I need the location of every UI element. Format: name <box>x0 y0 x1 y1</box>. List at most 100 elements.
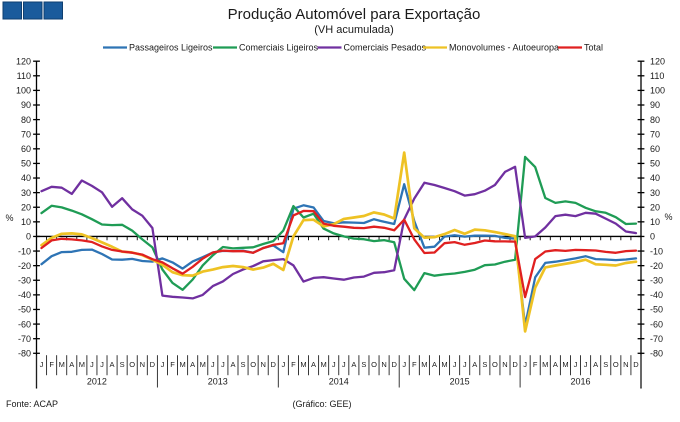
svg-text:J: J <box>221 360 225 369</box>
svg-text:J: J <box>453 360 457 369</box>
svg-text:N: N <box>381 360 386 369</box>
svg-text:J: J <box>463 360 467 369</box>
svg-text:M: M <box>200 360 206 369</box>
svg-text:M: M <box>542 360 548 369</box>
svg-text:-80: -80 <box>650 348 663 358</box>
svg-text:J: J <box>332 360 336 369</box>
svg-text:J: J <box>100 360 104 369</box>
svg-text:A: A <box>230 360 235 369</box>
svg-text:2013: 2013 <box>208 377 228 387</box>
svg-text:70: 70 <box>650 129 660 139</box>
svg-text:2012: 2012 <box>87 377 107 387</box>
svg-text:0: 0 <box>650 232 655 242</box>
svg-text:M: M <box>179 360 185 369</box>
svg-text:2016: 2016 <box>570 377 590 387</box>
svg-text:F: F <box>170 360 175 369</box>
svg-text:2014: 2014 <box>329 377 349 387</box>
svg-text:D: D <box>271 360 277 369</box>
svg-text:60: 60 <box>21 144 31 154</box>
svg-text:S: S <box>482 360 487 369</box>
svg-text:A: A <box>110 360 115 369</box>
svg-text:120: 120 <box>16 56 31 66</box>
svg-text:F: F <box>49 360 54 369</box>
svg-text:120: 120 <box>650 56 665 66</box>
svg-text:Passageiros Ligeiros: Passageiros Ligeiros <box>129 43 213 53</box>
svg-text:80: 80 <box>650 115 660 125</box>
svg-text:F: F <box>291 360 296 369</box>
svg-text:N: N <box>502 360 507 369</box>
svg-text:J: J <box>90 360 94 369</box>
svg-text:S: S <box>603 360 608 369</box>
svg-text:20: 20 <box>21 202 31 212</box>
svg-text:S: S <box>120 360 125 369</box>
svg-text:J: J <box>402 360 406 369</box>
svg-text:-40: -40 <box>18 290 31 300</box>
svg-text:O: O <box>371 360 377 369</box>
svg-text:100: 100 <box>16 86 31 96</box>
svg-text:J: J <box>281 360 285 369</box>
svg-text:A: A <box>432 360 437 369</box>
svg-text:10: 10 <box>21 217 31 227</box>
svg-text:M: M <box>300 360 306 369</box>
svg-text:-60: -60 <box>650 319 663 329</box>
svg-text:%: % <box>6 213 14 223</box>
svg-text:S: S <box>241 360 246 369</box>
svg-text:-50: -50 <box>18 305 31 315</box>
svg-text:90: 90 <box>21 100 31 110</box>
svg-text:(Gráfico: GEE): (Gráfico: GEE) <box>292 399 351 409</box>
svg-text:80: 80 <box>21 115 31 125</box>
svg-text:Comerciais Ligeiros: Comerciais Ligeiros <box>239 43 319 53</box>
svg-text:J: J <box>211 360 215 369</box>
svg-text:A: A <box>553 360 558 369</box>
svg-text:(VH acumulada): (VH acumulada) <box>314 24 393 36</box>
svg-text:N: N <box>623 360 628 369</box>
svg-text:10: 10 <box>650 217 660 227</box>
svg-text:30: 30 <box>650 188 660 198</box>
svg-text:-50: -50 <box>650 305 663 315</box>
svg-text:-20: -20 <box>650 261 663 271</box>
svg-text:M: M <box>562 360 568 369</box>
svg-text:M: M <box>441 360 447 369</box>
svg-text:100: 100 <box>650 86 665 96</box>
svg-text:-30: -30 <box>18 275 31 285</box>
svg-text:M: M <box>421 360 427 369</box>
svg-text:-70: -70 <box>18 334 31 344</box>
svg-text:-10: -10 <box>18 246 31 256</box>
svg-text:70: 70 <box>21 129 31 139</box>
svg-text:S: S <box>361 360 366 369</box>
svg-text:J: J <box>161 360 165 369</box>
svg-text:0: 0 <box>26 232 31 242</box>
svg-text:J: J <box>574 360 578 369</box>
svg-text:110: 110 <box>17 71 31 81</box>
svg-text:20: 20 <box>650 202 660 212</box>
svg-text:D: D <box>633 360 639 369</box>
svg-text:50: 50 <box>650 159 660 169</box>
svg-text:A: A <box>190 360 195 369</box>
svg-text:M: M <box>59 360 65 369</box>
svg-text:Comerciais Pesados: Comerciais Pesados <box>344 43 427 53</box>
svg-text:J: J <box>523 360 527 369</box>
svg-text:Fonte: ACAP: Fonte: ACAP <box>6 399 58 409</box>
svg-text:Monovolumes - Autoeuropa: Monovolumes - Autoeuropa <box>449 43 559 53</box>
svg-text:D: D <box>391 360 397 369</box>
svg-text:2015: 2015 <box>450 377 470 387</box>
svg-text:-30: -30 <box>650 275 663 285</box>
svg-text:Total: Total <box>584 43 603 53</box>
svg-text:30: 30 <box>21 188 31 198</box>
svg-text:-20: -20 <box>18 261 31 271</box>
svg-text:60: 60 <box>650 144 660 154</box>
svg-text:%: % <box>665 212 673 222</box>
svg-text:40: 40 <box>650 173 660 183</box>
svg-text:J: J <box>584 360 588 369</box>
svg-text:N: N <box>260 360 265 369</box>
svg-text:40: 40 <box>21 173 31 183</box>
svg-text:F: F <box>412 360 417 369</box>
svg-text:J: J <box>40 360 44 369</box>
svg-text:Produção Automóvel para Export: Produção Automóvel para Exportação <box>228 6 481 23</box>
svg-text:O: O <box>129 360 135 369</box>
svg-text:110: 110 <box>650 71 664 81</box>
svg-text:J: J <box>342 360 346 369</box>
svg-text:A: A <box>593 360 598 369</box>
svg-text:M: M <box>79 360 85 369</box>
svg-text:A: A <box>311 360 316 369</box>
